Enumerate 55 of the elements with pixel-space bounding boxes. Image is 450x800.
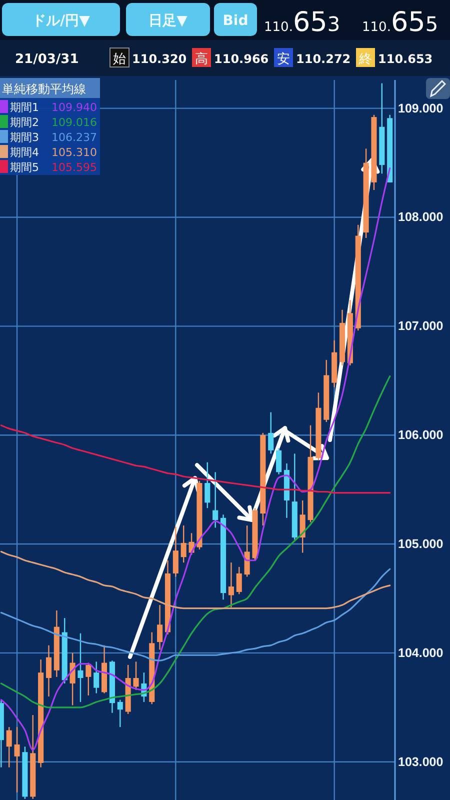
text: 110.272 — [296, 52, 351, 66]
text: 110.653 — [264, 7, 340, 38]
candlestick — [94, 661, 100, 694]
annotation: 109.940 — [52, 101, 97, 114]
text: 110.320 — [132, 52, 187, 66]
annotation: 105.310 — [52, 146, 97, 159]
candlestick — [172, 526, 178, 578]
candlestick — [86, 662, 92, 696]
legend-label: 期間5 — [10, 161, 39, 174]
legend-label: 期間4 — [10, 146, 39, 159]
candlestick — [14, 726, 20, 793]
candlestick — [268, 412, 274, 454]
price-badge: 終 — [356, 48, 375, 67]
text: 110.653 — [378, 52, 433, 66]
price-badge: 高 — [192, 48, 211, 67]
line-series — [0, 424, 391, 494]
candlestick — [212, 472, 218, 528]
legend-label: 期間3 — [10, 131, 39, 144]
y-tick-label: 107.000 — [398, 319, 444, 334]
button: Bid — [214, 3, 257, 36]
y-tick-label: 108.000 — [398, 210, 444, 224]
text: 21/03/31 — [15, 52, 79, 67]
candlestick — [133, 661, 139, 691]
candlestick — [157, 604, 163, 650]
price-badge: 始 — [110, 48, 130, 68]
candlestick — [117, 699, 123, 728]
button: 日足▼ — [126, 3, 210, 36]
y-tick-label: 104.000 — [398, 646, 444, 660]
candlestick — [204, 462, 210, 509]
candlestick — [228, 562, 234, 608]
candlestick — [180, 524, 186, 564]
line-series — [0, 550, 391, 610]
y-tick-label: 106.000 — [398, 428, 444, 442]
y-tick-label: 103.000 — [398, 754, 444, 769]
text: 110.966 — [214, 52, 269, 66]
candlestick — [300, 500, 306, 554]
annotation: 106.237 — [52, 131, 97, 144]
candlestick — [276, 448, 282, 475]
line-series — [0, 375, 391, 708]
candlestick — [244, 524, 250, 578]
line-series — [0, 568, 391, 662]
candlestick — [78, 632, 84, 703]
candlestick — [236, 566, 242, 595]
y-tick-label: 105.000 — [398, 537, 444, 552]
button: ドル/円▼ — [2, 3, 120, 36]
price-badge: 安 — [274, 48, 293, 67]
legend-title: 単純移動平均線 — [2, 82, 86, 96]
annotation: 105.595 — [52, 161, 97, 174]
text: 110.655 — [362, 7, 438, 38]
annotation: 109.016 — [52, 116, 97, 129]
candlestick — [6, 726, 12, 768]
legend-label: 期間2 — [10, 116, 39, 129]
legend-label: 期間1 — [10, 101, 39, 114]
y-tick-label: 109.000 — [398, 101, 444, 116]
candlestick — [46, 644, 52, 698]
